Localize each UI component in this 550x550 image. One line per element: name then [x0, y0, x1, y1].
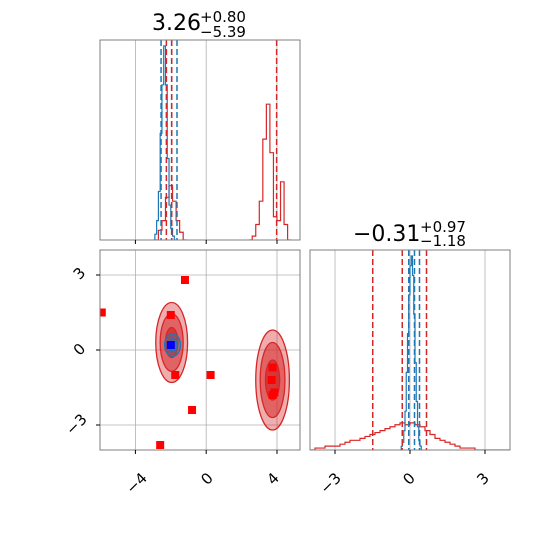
histogram-series-a [248, 103, 292, 240]
title-parameter-2-upper: +0.97 [420, 218, 466, 236]
x-tick-label: −3 [316, 469, 344, 497]
x-tick-labels: −4 0 4 [122, 469, 282, 497]
title-parameter-1-lower: −5.39 [200, 23, 246, 41]
histogram-marks [153, 40, 292, 240]
x-tick-labels: −3 0 3 [316, 469, 492, 497]
grid [134, 40, 278, 240]
histogram-series-b [153, 45, 177, 240]
x-ticks [334, 450, 486, 454]
sample-marker [268, 363, 277, 372]
y-tick-label: 0 [70, 340, 89, 359]
x-tick-label: 0 [399, 469, 418, 488]
axis-ticks [96, 274, 278, 454]
joint-distribution-panel: −4 0 4 3 0 −3 [62, 249, 301, 497]
sample-marker [100, 308, 106, 317]
sample-marker [166, 311, 175, 319]
best-fit-marker [166, 341, 175, 349]
x-tick-label: 3 [473, 469, 492, 488]
histogram-marks [310, 250, 510, 450]
histogram-parameter-2-panel: −0.31 +0.97 −1.18 −3 0 3 [309, 218, 511, 497]
x-ticks [134, 240, 278, 244]
title-parameter-2-lower: −1.18 [420, 232, 466, 250]
histogram-parameter-1-panel: 3.26 +0.80 −5.39 [99, 8, 301, 244]
sample-marker [171, 371, 180, 379]
joint-marks [100, 276, 291, 449]
sample-marker [180, 276, 189, 284]
sample-marker [188, 406, 197, 414]
y-tick-labels: 3 0 −3 [62, 264, 90, 439]
y-tick-label: −3 [62, 410, 90, 438]
sample-marker [206, 371, 215, 379]
title-parameter-1-upper: +0.80 [200, 8, 246, 26]
title-parameter-2-value: −0.31 [353, 222, 420, 247]
sample-marker [268, 391, 277, 399]
x-tick-label: 0 [197, 469, 216, 488]
sample-marker [156, 441, 165, 449]
title-parameter-1-value: 3.26 [152, 11, 201, 36]
sample-marker [267, 376, 276, 384]
y-tick-label: 3 [70, 264, 89, 283]
histogram-series-b [400, 255, 423, 450]
panel-frame [99, 39, 301, 241]
x-tick-label: −4 [122, 469, 150, 497]
x-tick-label: 4 [263, 469, 282, 488]
